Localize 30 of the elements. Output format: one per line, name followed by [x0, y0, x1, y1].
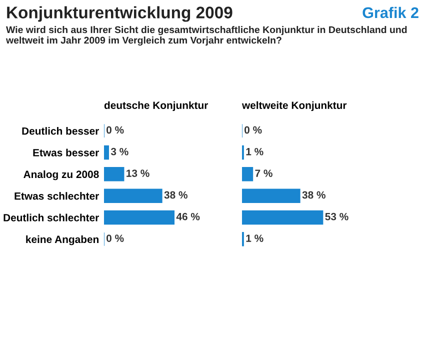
text: Grafik 2	[362, 6, 418, 18]
data-label: 1 %	[246, 148, 264, 156]
y-tick-label: Deutlich schlechter	[4, 214, 99, 222]
data-label: 1 %	[246, 234, 264, 242]
bar	[242, 167, 254, 182]
bar	[104, 145, 109, 160]
chart-title: weltweite Konjunktur	[242, 101, 347, 112]
data-label: 38 %	[302, 191, 326, 199]
data-label: 0 %	[106, 234, 124, 242]
bar	[242, 188, 300, 203]
bar	[104, 210, 175, 225]
data-label: 0 %	[106, 126, 124, 134]
chart-title: deutsche Konjunktur	[104, 101, 208, 112]
data-label: 38 %	[164, 191, 188, 199]
text: Wie wird sich aus Ihrer Sicht die gesamtwirtschaftliche Konjunktur in Deutschland und weltweit im Jahr 2009 im Vergleich zum Vorjahr entwickeln?	[6, 26, 407, 46]
bar	[104, 188, 162, 203]
bar	[104, 167, 124, 182]
data-label: 0 %	[244, 126, 262, 134]
data-label: 13 %	[126, 170, 150, 177]
y-tick-label: Etwas schlechter	[14, 192, 99, 200]
y-tick-label: Analog zu 2008	[24, 170, 99, 180]
data-label: 53 %	[325, 212, 348, 220]
data-label: 3 %	[110, 148, 128, 156]
data-label: 7 %	[255, 170, 272, 177]
bar	[242, 210, 324, 225]
text: Konjunkturentwicklung 2009	[7, 6, 232, 22]
y-tick-label: keine Angaben	[26, 235, 98, 246]
data-label: 46 %	[176, 212, 200, 220]
y-tick-label: Etwas besser	[33, 148, 99, 156]
y-tick-label: Deutlich besser	[22, 127, 99, 135]
